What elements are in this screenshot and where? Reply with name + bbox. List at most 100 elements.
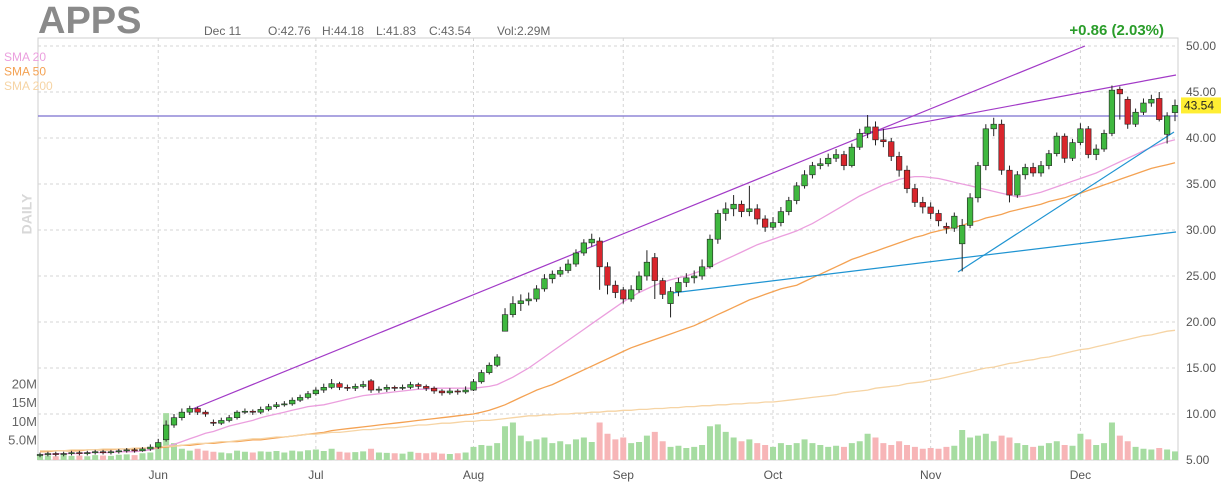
- trendline: [189, 45, 1086, 411]
- volume-bar: [1164, 449, 1171, 460]
- candle-body: [273, 404, 280, 407]
- legend-entry: SMA 20: [4, 50, 46, 64]
- candle-body: [1140, 102, 1147, 113]
- candle-body: [1116, 88, 1123, 95]
- volume-bar: [604, 433, 611, 460]
- candle-body: [92, 451, 99, 454]
- candle-body: [777, 211, 785, 223]
- volume-bar: [328, 448, 335, 460]
- volume-bar: [462, 452, 469, 460]
- volume-bar: [691, 446, 698, 460]
- high-text: H:44.18: [322, 24, 364, 38]
- volume-bar: [368, 448, 375, 460]
- volume-bar: [951, 445, 958, 460]
- candle-body: [1132, 111, 1139, 125]
- candle-body: [691, 275, 698, 279]
- candle-body: [360, 384, 367, 387]
- x-tick-label: Oct: [764, 468, 783, 482]
- candle-body: [880, 139, 887, 142]
- candle-body: [754, 208, 761, 220]
- candle-body: [1085, 128, 1092, 155]
- last-price-box: [1181, 97, 1221, 114]
- candle-body: [1045, 153, 1052, 166]
- volume-bar: [226, 453, 233, 460]
- candle-body: [446, 390, 453, 394]
- candle-body: [478, 372, 485, 383]
- volume-bar: [1038, 445, 1045, 460]
- volume-bar: [643, 435, 650, 460]
- volume-bar: [423, 453, 430, 460]
- candle-body: [840, 154, 848, 166]
- candle-body: [139, 448, 146, 452]
- candle-body: [186, 408, 193, 413]
- candle-body: [612, 284, 619, 293]
- candle-body: [1061, 135, 1068, 159]
- candle-body: [525, 298, 532, 302]
- candle-body: [470, 381, 477, 391]
- volume-bar: [809, 443, 816, 460]
- candle-body: [383, 387, 390, 390]
- candle-body: [304, 393, 312, 398]
- volume-bar: [1045, 443, 1052, 460]
- candle-body: [769, 222, 777, 228]
- candle-body: [1108, 89, 1116, 134]
- grid: [38, 38, 1178, 461]
- candle-body: [982, 128, 989, 166]
- sma-layer: [40, 139, 1176, 456]
- x-tick-label: Sep: [613, 468, 635, 482]
- volume-bar: [959, 430, 966, 460]
- candle-body: [281, 403, 288, 406]
- y-tick-label: 25.00: [1186, 269, 1216, 283]
- volume-tick-label: 15M: [12, 395, 37, 410]
- volume-bar: [525, 441, 532, 460]
- candle-body: [1171, 105, 1179, 113]
- candle-body: [825, 157, 832, 165]
- candle-body: [178, 411, 185, 418]
- candle-body: [635, 275, 643, 291]
- volume-bar: [699, 445, 706, 460]
- candle-body: [84, 452, 91, 454]
- last-price: 43.54: [1184, 99, 1214, 113]
- change: +0.86 (2.03%): [1069, 22, 1164, 39]
- y-tick-label: 10.00: [1186, 407, 1216, 421]
- volume-tick-label: 5.0M: [8, 433, 37, 448]
- volume-tick-label: 20M: [12, 376, 37, 391]
- volume-bar: [746, 439, 753, 460]
- volume-bar: [904, 445, 911, 460]
- volume-bar: [289, 450, 296, 460]
- candle-body: [888, 141, 895, 157]
- candle-body: [501, 314, 509, 332]
- candle-body: [990, 123, 997, 130]
- volume-bar: [68, 455, 75, 460]
- candle-body: [312, 389, 319, 395]
- candle-body: [557, 270, 564, 275]
- legend-entry: SMA 200: [4, 79, 53, 93]
- candle-body: [659, 280, 666, 295]
- volume-bar: [470, 446, 477, 460]
- volume-bar: [596, 422, 603, 460]
- volume-bar: [407, 451, 414, 460]
- candle-body: [249, 410, 256, 413]
- candle-body: [257, 409, 264, 413]
- candle-body: [911, 188, 918, 203]
- candle-body: [564, 263, 572, 271]
- volume-bar: [1061, 445, 1068, 460]
- candle-body: [746, 208, 753, 212]
- volume-bar: [580, 437, 587, 460]
- candle-body: [1148, 99, 1155, 104]
- volume-bar: [896, 441, 903, 460]
- candle-body: [1006, 169, 1013, 196]
- candle-body: [738, 203, 745, 212]
- candle-body: [903, 169, 911, 189]
- volume-bar: [178, 448, 185, 460]
- volume-bar: [762, 445, 769, 460]
- volume-bar: [1172, 451, 1178, 460]
- candle-body: [1100, 133, 1108, 150]
- volume-bar: [1053, 441, 1060, 460]
- volume-bar: [170, 443, 177, 460]
- candle-body: [438, 390, 446, 394]
- candle-body: [415, 384, 422, 387]
- candle-body: [588, 238, 595, 244]
- volume-bar: [415, 452, 422, 460]
